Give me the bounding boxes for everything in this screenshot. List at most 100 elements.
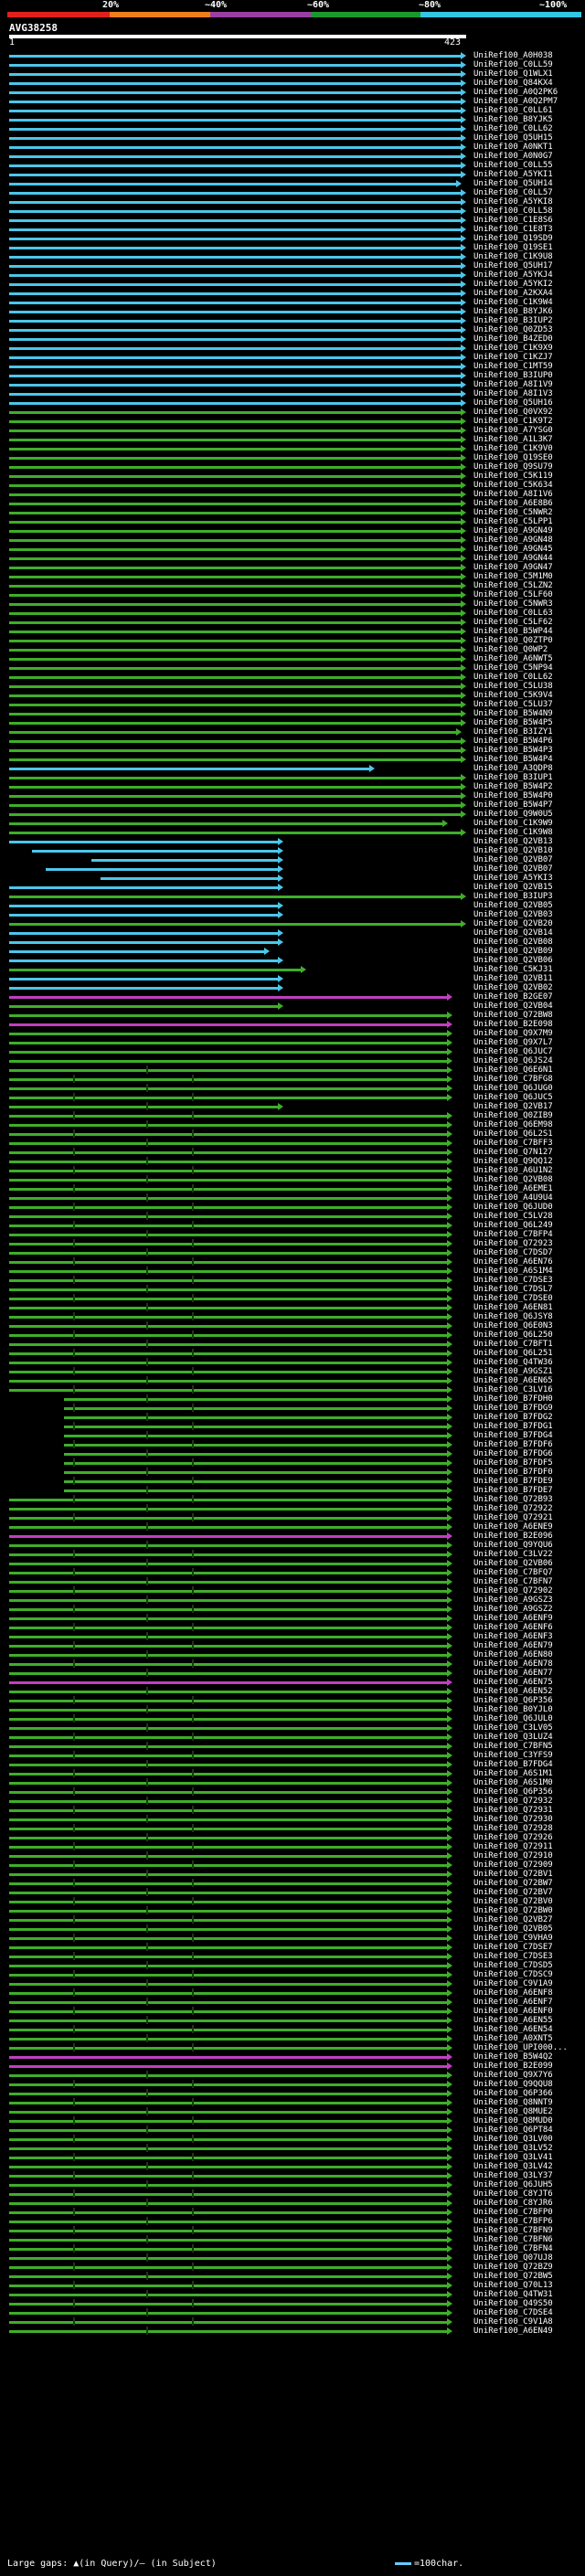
hit-row[interactable]: UniRef100_Q8MUD0 — [0, 2116, 585, 2125]
hit-row[interactable]: UniRef100_A0Q2PK6 — [0, 88, 585, 97]
hit-alignment-bar[interactable] — [101, 877, 279, 880]
hit-alignment-bar[interactable] — [9, 1307, 448, 1309]
hit-alignment-bar[interactable] — [9, 2038, 448, 2041]
hit-label[interactable]: UniRef100_C7BFG8 — [473, 1075, 553, 1084]
hit-alignment-bar[interactable] — [9, 1124, 448, 1127]
hit-label[interactable]: UniRef100_B7FDG6 — [473, 1449, 553, 1458]
hit-row[interactable]: UniRef100_Q6P356 — [0, 1696, 585, 1705]
hit-label[interactable]: UniRef100_Q9QQ12 — [473, 1157, 553, 1166]
hit-row[interactable]: UniRef100_C5LF60 — [0, 590, 585, 599]
hit-alignment-bar[interactable] — [9, 1809, 448, 1812]
hit-row[interactable]: UniRef100_A9GN49 — [0, 526, 585, 535]
hit-label[interactable]: UniRef100_Q2VB14 — [473, 928, 553, 938]
hit-label[interactable]: UniRef100_C7DSD5 — [473, 1961, 553, 1970]
hit-alignment-bar[interactable] — [9, 713, 462, 716]
hit-row[interactable]: UniRef100_Q2VB06 — [0, 956, 585, 965]
hit-alignment-bar[interactable] — [9, 2166, 448, 2168]
hit-label[interactable]: UniRef100_A1L3K7 — [473, 435, 553, 444]
hit-label[interactable]: UniRef100_C7DSC9 — [473, 1970, 553, 1979]
hit-alignment-bar[interactable] — [9, 667, 462, 670]
hit-alignment-bar[interactable] — [9, 2184, 448, 2187]
hit-alignment-bar[interactable] — [9, 73, 462, 76]
hit-row[interactable]: UniRef100_Q6JUC7 — [0, 1047, 585, 1056]
hit-label[interactable]: UniRef100_A9GN47 — [473, 563, 553, 572]
hit-alignment-bar[interactable] — [9, 2284, 448, 2287]
hit-alignment-bar[interactable] — [9, 1023, 448, 1026]
hit-alignment-bar[interactable] — [9, 1873, 448, 1876]
hit-row[interactable]: UniRef100_Q2VB27 — [0, 1915, 585, 1924]
hit-label[interactable]: UniRef100_A8I1V3 — [473, 389, 553, 398]
hit-row[interactable]: UniRef100_A6ENF0 — [0, 2007, 585, 2016]
hit-row[interactable]: UniRef100_C7DSE0 — [0, 1294, 585, 1303]
hit-row[interactable]: UniRef100_Q72928 — [0, 1824, 585, 1833]
hit-row[interactable]: UniRef100_Q0ZIB9 — [0, 1111, 585, 1120]
hit-label[interactable]: UniRef100_C7BFF3 — [473, 1139, 553, 1148]
hit-alignment-bar[interactable] — [9, 603, 462, 606]
hit-alignment-bar[interactable] — [9, 164, 462, 167]
hit-row[interactable]: UniRef100_A6E8B6 — [0, 499, 585, 508]
hit-alignment-bar[interactable] — [9, 1188, 448, 1191]
hit-alignment-bar[interactable] — [9, 1224, 448, 1227]
hit-label[interactable]: UniRef100_Q2VB09 — [473, 947, 553, 956]
hit-row[interactable]: UniRef100_Q6PT84 — [0, 2125, 585, 2135]
hit-row[interactable]: UniRef100_B7FDH0 — [0, 1394, 585, 1404]
hit-alignment-bar[interactable] — [9, 2083, 448, 2086]
hit-label[interactable]: UniRef100_Q2VB17 — [473, 1102, 553, 1111]
hit-alignment-bar[interactable] — [9, 932, 279, 935]
hit-label[interactable]: UniRef100_Q72909 — [473, 1860, 553, 1870]
hit-label[interactable]: UniRef100_C1K9W8 — [473, 828, 553, 837]
hit-alignment-bar[interactable] — [9, 1352, 448, 1355]
hit-label[interactable]: UniRef100_C0LL62 — [473, 124, 553, 133]
hit-label[interactable]: UniRef100_Q2VB06 — [473, 956, 553, 965]
hit-alignment-bar[interactable] — [9, 1965, 448, 1967]
hit-label[interactable]: UniRef100_Q72BV0 — [473, 1897, 553, 1906]
hit-label[interactable]: UniRef100_Q2VB08 — [473, 938, 553, 947]
hit-label[interactable]: UniRef100_B5W4N9 — [473, 709, 553, 718]
hit-label[interactable]: UniRef100_C5LZN2 — [473, 581, 553, 590]
hit-alignment-bar[interactable] — [9, 795, 462, 798]
hit-alignment-bar[interactable] — [9, 1243, 448, 1246]
hit-alignment-bar[interactable] — [9, 1151, 448, 1154]
hit-label[interactable]: UniRef100_A7YSG0 — [473, 426, 553, 435]
hit-label[interactable]: UniRef100_A9GN45 — [473, 545, 553, 554]
hit-row[interactable]: UniRef100_Q6L251 — [0, 1349, 585, 1358]
hit-alignment-bar[interactable] — [9, 1535, 448, 1538]
hit-alignment-bar[interactable] — [9, 219, 462, 222]
hit-row[interactable]: UniRef100_Q2VB07 — [0, 864, 585, 874]
hit-alignment-bar[interactable] — [9, 302, 462, 304]
hit-alignment-bar[interactable] — [9, 493, 462, 496]
hit-row[interactable]: UniRef100_Q72BW5 — [0, 2272, 585, 2281]
hit-alignment-bar[interactable] — [9, 996, 448, 999]
hit-alignment-bar[interactable] — [9, 1745, 448, 1748]
hit-alignment-bar[interactable] — [9, 923, 462, 926]
hit-row[interactable]: UniRef100_Q6P356 — [0, 1787, 585, 1797]
hit-label[interactable]: UniRef100_A6NWT5 — [473, 654, 553, 663]
hit-row[interactable]: UniRef100_A6EN78 — [0, 1659, 585, 1669]
hit-label[interactable]: UniRef100_A6EN77 — [473, 1669, 553, 1678]
hit-row[interactable]: UniRef100_A6EN80 — [0, 1650, 585, 1659]
hit-row[interactable]: UniRef100_Q72932 — [0, 1797, 585, 1806]
hit-label[interactable]: UniRef100_C9V1A8 — [473, 2317, 553, 2327]
hit-label[interactable]: UniRef100_C7BFN4 — [473, 2244, 553, 2253]
hit-label[interactable]: UniRef100_C5K119 — [473, 472, 553, 481]
hit-row[interactable]: UniRef100_Q3LUZ4 — [0, 1733, 585, 1742]
hit-alignment-bar[interactable] — [9, 1590, 448, 1593]
hit-alignment-bar[interactable] — [9, 1115, 448, 1118]
hit-label[interactable]: UniRef100_C7BFQ7 — [473, 1568, 553, 1577]
hit-label[interactable]: UniRef100_A0N0G7 — [473, 152, 553, 161]
hit-row[interactable]: UniRef100_C1K9W8 — [0, 828, 585, 837]
hit-alignment-bar[interactable] — [9, 2321, 448, 2324]
hit-alignment-bar[interactable] — [9, 567, 462, 569]
hit-label[interactable]: UniRef100_Q2VB11 — [473, 974, 553, 983]
hit-label[interactable]: UniRef100_A6ENF8 — [473, 1988, 553, 1998]
hit-row[interactable]: UniRef100_A4U9U4 — [0, 1193, 585, 1203]
hit-row[interactable]: UniRef100_A6EN77 — [0, 1669, 585, 1678]
hit-label[interactable]: UniRef100_Q0ZD53 — [473, 325, 553, 334]
hit-alignment-bar[interactable] — [9, 1581, 448, 1584]
hit-label[interactable]: UniRef100_B5W4P4 — [473, 755, 553, 764]
hit-alignment-bar[interactable] — [9, 247, 462, 249]
hit-alignment-bar[interactable] — [9, 1910, 448, 1913]
hit-label[interactable]: UniRef100_Q5UH15 — [473, 133, 553, 143]
hit-row[interactable]: UniRef100_C0LL61 — [0, 106, 585, 115]
hit-alignment-bar[interactable] — [9, 1078, 448, 1081]
